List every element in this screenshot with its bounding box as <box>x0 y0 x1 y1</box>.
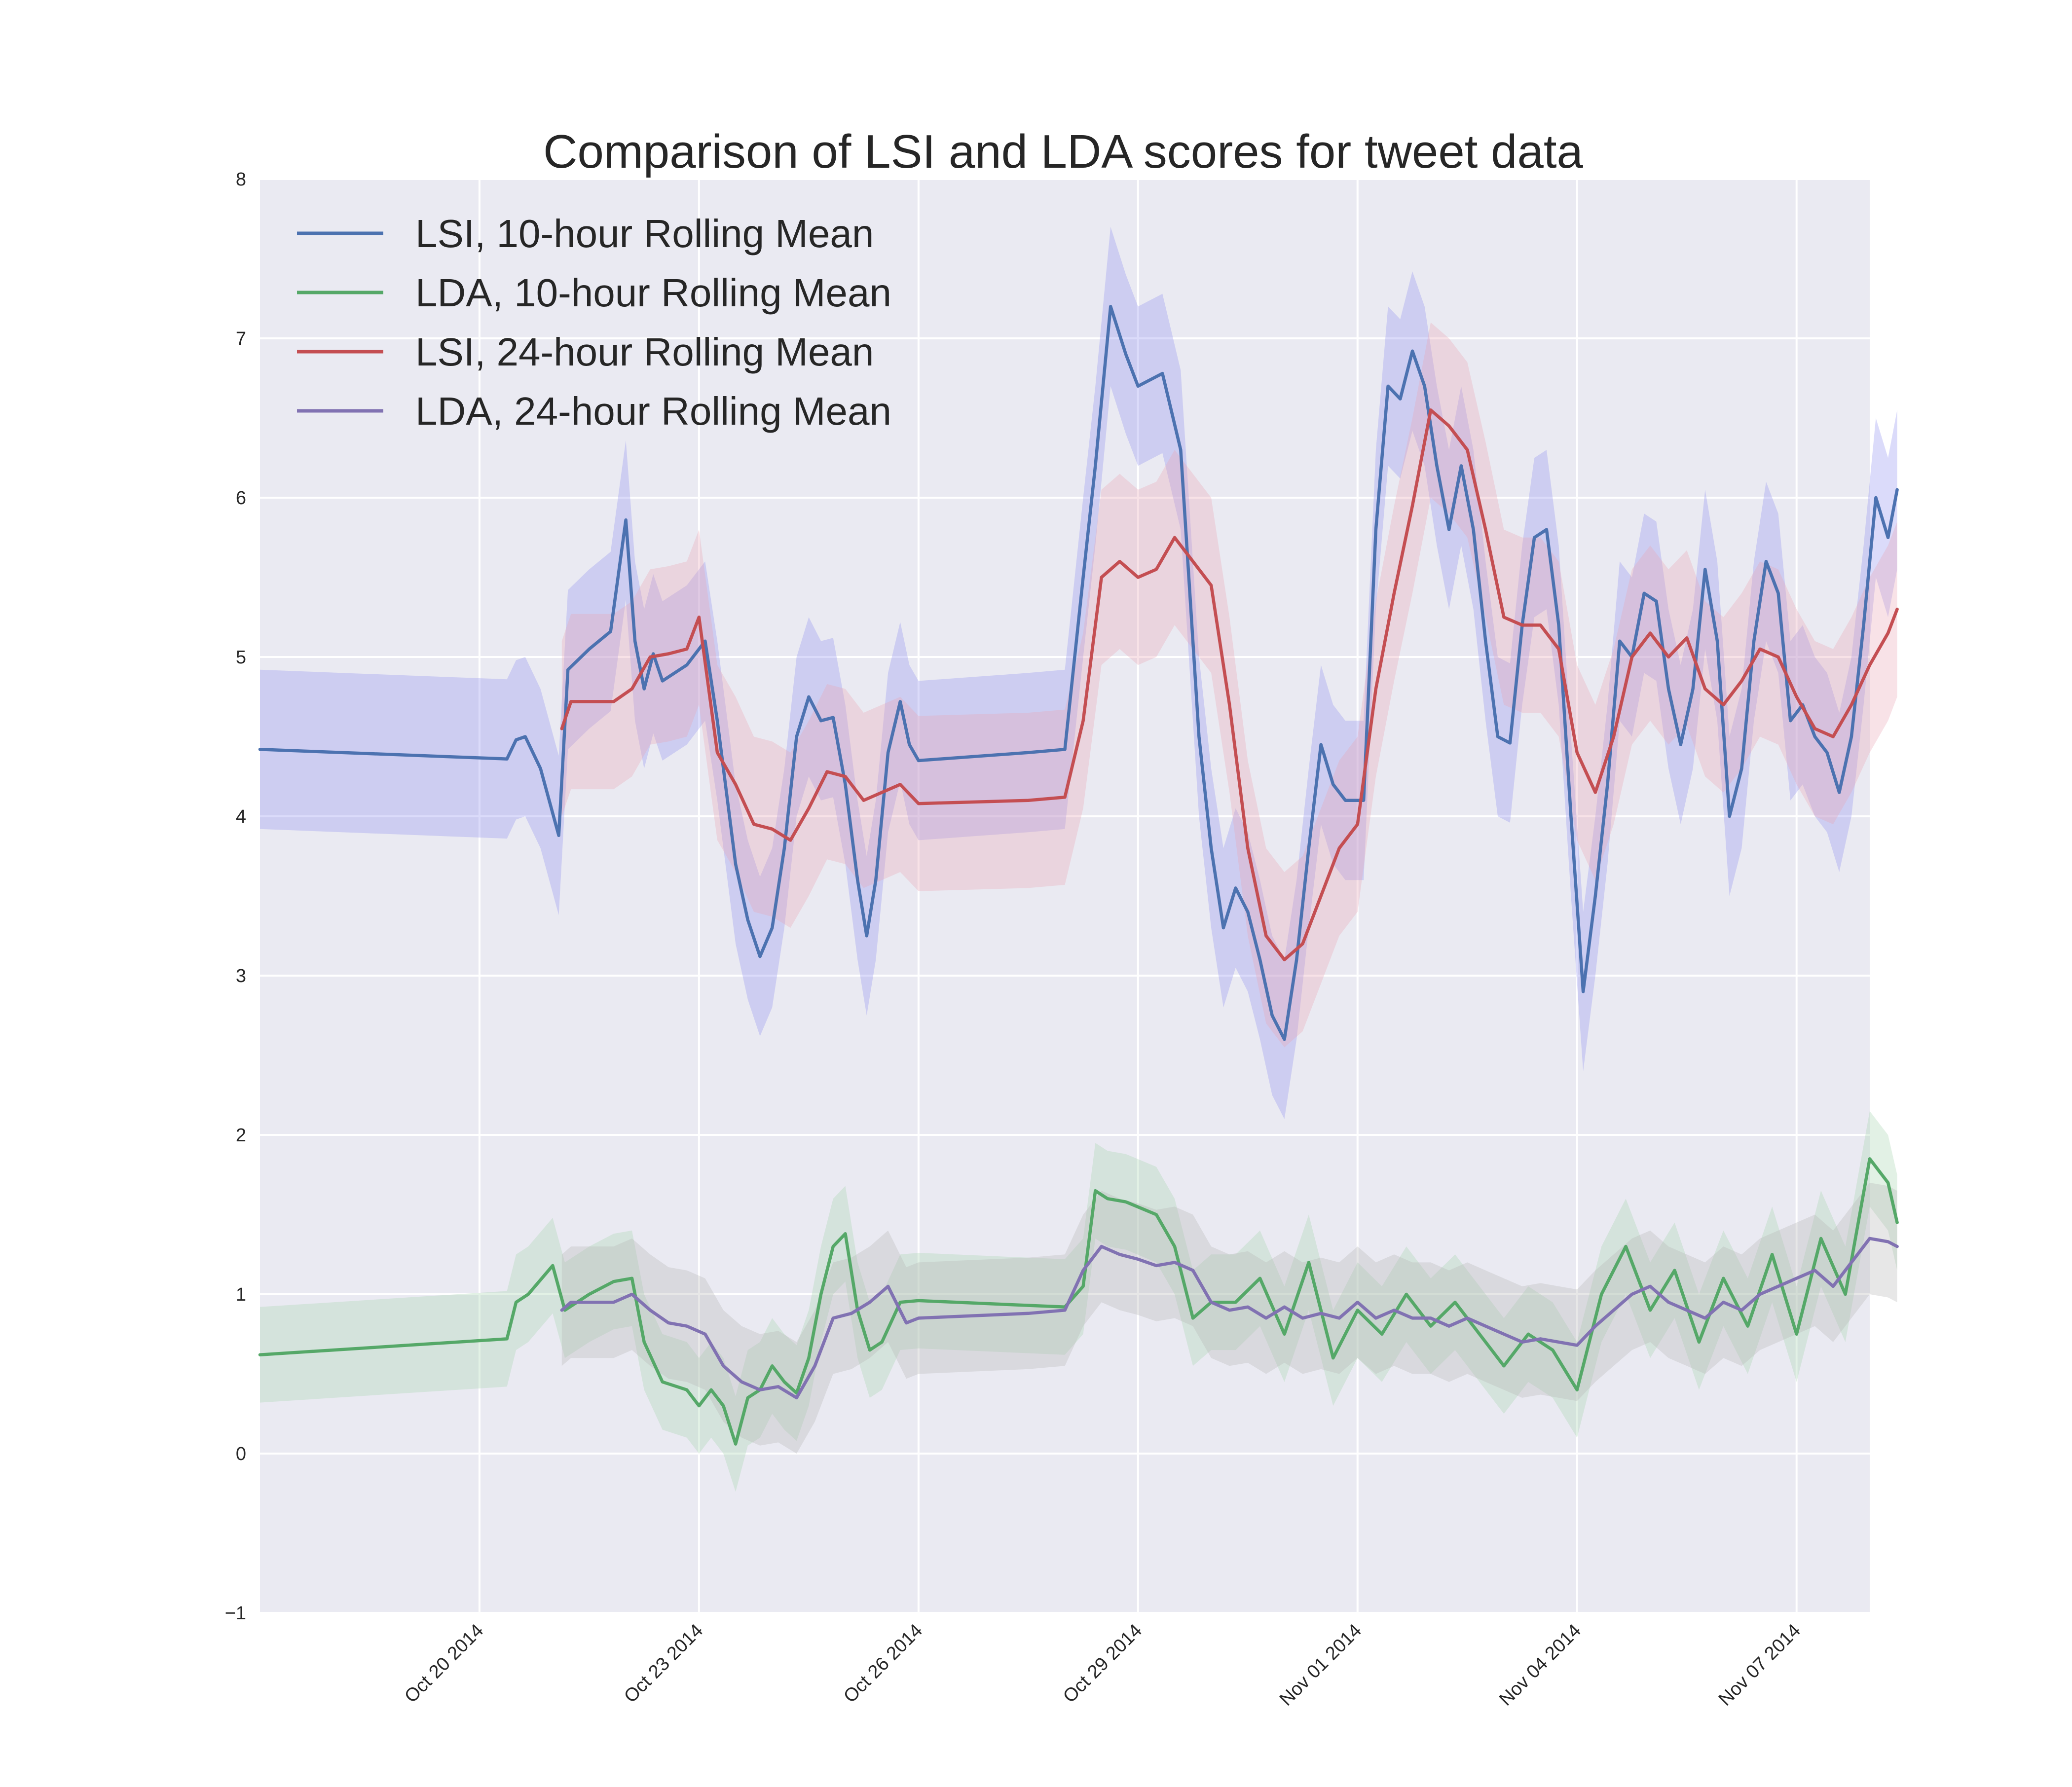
x-tick-label: Nov 04 2014 <box>1495 1620 1585 1710</box>
y-tick-label: 3 <box>236 966 246 986</box>
y-tick-label: 0 <box>236 1444 246 1464</box>
y-tick-label: 2 <box>236 1125 246 1146</box>
y-tick-label: 7 <box>236 328 246 349</box>
y-tick-label: −1 <box>225 1603 246 1624</box>
y-tick-label: 4 <box>236 806 246 827</box>
legend-label: LSI, 24-hour Rolling Mean <box>415 330 874 374</box>
confidence-band <box>260 1111 1897 1492</box>
plot-area <box>260 179 1870 1613</box>
confidence-band <box>561 322 1897 1048</box>
series-line <box>560 1237 1899 1400</box>
legend: LSI, 10-hour Rolling Mean LDA, 10-hour Ro… <box>297 212 891 433</box>
series-lines <box>258 305 1899 1446</box>
x-tick-label: Nov 01 2014 <box>1276 1620 1366 1710</box>
confidence-bands <box>260 226 1897 1492</box>
confidence-band <box>260 226 1897 1119</box>
legend-label: LDA, 10-hour Rolling Mean <box>415 271 891 315</box>
y-tick-label: 5 <box>236 647 246 668</box>
confidence-band <box>561 1182 1897 1454</box>
y-tick-label: 1 <box>236 1284 246 1305</box>
x-tick-label: Oct 20 2014 <box>401 1620 487 1707</box>
legend-label: LDA, 24-hour Rolling Mean <box>415 389 891 433</box>
legend-label: LSI, 10-hour Rolling Mean <box>415 212 874 255</box>
y-tick-label: 8 <box>236 169 246 190</box>
y-tick-label: 6 <box>236 488 246 509</box>
x-tick-label: Nov 07 2014 <box>1715 1620 1805 1710</box>
x-tick-label: Oct 26 2014 <box>840 1620 926 1707</box>
x-tick-label: Oct 23 2014 <box>620 1620 707 1707</box>
series-line <box>258 305 1899 1041</box>
series-line <box>560 408 1899 961</box>
x-tick-label: Oct 29 2014 <box>1059 1620 1146 1707</box>
chart-title: Comparison of LSI and LDA scores for twe… <box>543 125 1583 178</box>
